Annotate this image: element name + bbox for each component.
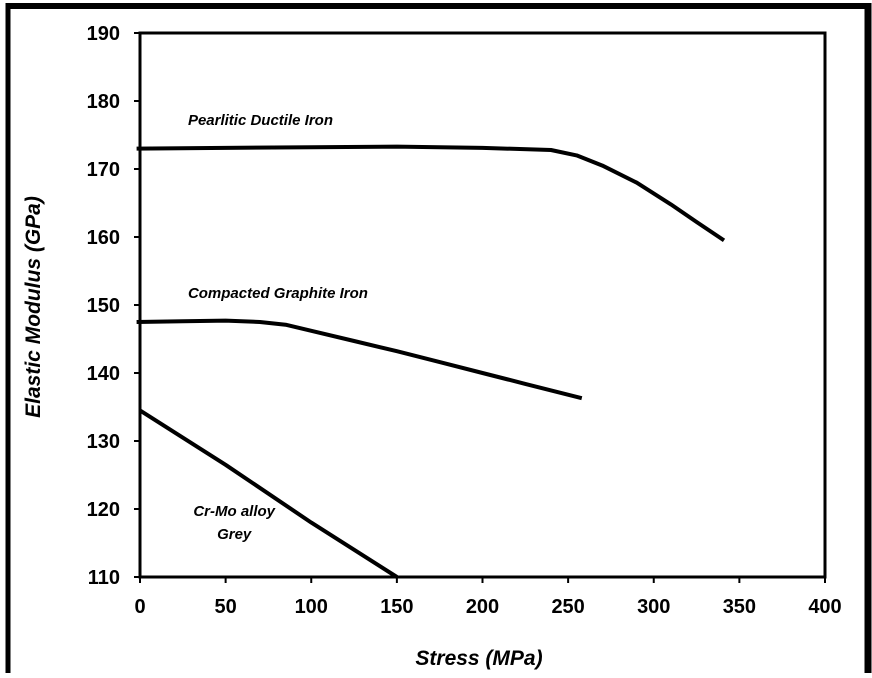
x-tick-label: 200	[466, 596, 499, 618]
series-label-1: Compacted Graphite Iron	[188, 285, 368, 302]
x-tick-label: 250	[551, 596, 584, 618]
y-tick-label: 140	[87, 363, 120, 385]
series-group	[136, 144, 726, 579]
series-label-0: Pearlitic Ductile Iron	[188, 112, 333, 129]
y-tick-label: 160	[87, 227, 120, 249]
series-line-0	[136, 144, 726, 243]
y-tick-label: 180	[87, 91, 120, 113]
series-label-line: Grey	[217, 526, 252, 543]
y-tick-label: 190	[87, 23, 120, 45]
y-tick-label: 170	[87, 159, 120, 181]
outer-border	[5, 3, 872, 673]
y-axis-title: Elastic Modulus (GPa)	[22, 196, 45, 418]
series-line-1	[136, 318, 583, 401]
y-tick-label: 120	[87, 499, 120, 521]
x-tick-label: 50	[215, 596, 237, 618]
x-tick-label: 350	[723, 596, 756, 618]
x-axis-title: Stress (MPa)	[415, 647, 542, 670]
series-labels: Pearlitic Ductile Iron Compacted Graphite…	[188, 112, 368, 543]
series-line-2	[138, 408, 398, 579]
y-tick-label: 110	[88, 567, 120, 589]
tick-labels: 0 50 100 150 200 250 300 350 400 110 120 130 140 150 1…	[87, 23, 842, 618]
x-tick-label: 0	[134, 596, 145, 618]
x-tick-label: 150	[380, 596, 413, 618]
x-tick-label: 400	[808, 596, 841, 618]
series-label-line: Cr-Mo alloy	[193, 503, 275, 520]
y-tick-label: 150	[87, 295, 120, 317]
series-label-line: Compacted Graphite Iron	[188, 285, 368, 302]
x-tick-label: 100	[295, 596, 328, 618]
series-label-2: Cr-Mo alloy Grey	[193, 503, 275, 543]
series-label-line: Pearlitic Ductile Iron	[188, 112, 333, 129]
y-tick-label: 130	[87, 431, 120, 453]
x-tick-label: 300	[637, 596, 670, 618]
